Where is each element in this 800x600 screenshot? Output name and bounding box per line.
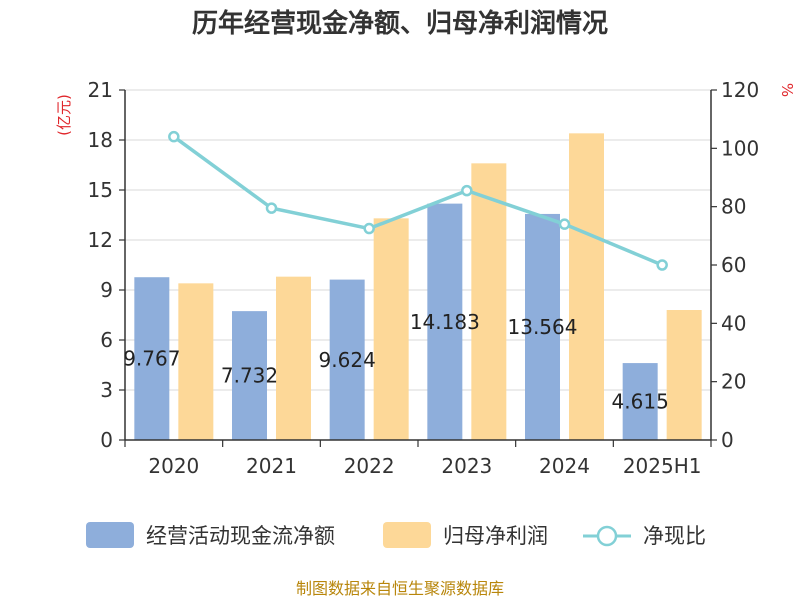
bar-data-label: 7.732 [221, 364, 278, 388]
bar-data-label: 13.564 [508, 315, 578, 339]
x-tick-label: 2022 [344, 454, 395, 478]
ratio-point [558, 218, 571, 230]
ratio-point [461, 184, 473, 197]
grid-lines [125, 89, 711, 391]
bar-net-profit [666, 310, 702, 440]
y-left-ticks: 0 3 6 9 12 15 18 21 [88, 78, 125, 452]
legend-label-net-profit: 归母净利润 [443, 524, 548, 548]
bar-net-profit [373, 218, 409, 440]
y-left-tick-label: 0 [100, 428, 113, 452]
bar-data-label: 9.624 [319, 348, 376, 372]
legend-marker-ratio [596, 525, 618, 547]
source-note: 制图数据来自恒生聚源数据库 [296, 579, 504, 598]
bar-cashflow [622, 363, 658, 440]
y-left-tick-label: 3 [100, 378, 113, 402]
bar-cashflow [427, 203, 463, 440]
bar-net-profit [471, 163, 507, 441]
y-right-tick-label: 60 [721, 253, 746, 277]
legend-swatch-cashflow [86, 522, 134, 548]
legend: 经营活动现金流净额 归母净利润 净现比 [86, 522, 706, 548]
bar-cashflow [232, 311, 267, 440]
y-left-tick-label: 15 [88, 178, 113, 202]
x-tick-label: 2020 [148, 454, 199, 478]
y-right-tick-label: 20 [721, 370, 746, 394]
y-left-tick-label: 18 [88, 128, 113, 152]
ratio-point [265, 202, 278, 214]
y-left-tick-label: 21 [88, 78, 113, 102]
bar-data-labels: 9.767 7.732 9.624 14.183 13.564 4.615 [123, 310, 669, 414]
y-right-tick-label: 0 [721, 428, 734, 452]
legend-label-ratio: 净现比 [643, 524, 706, 548]
bar-cashflow [525, 213, 560, 440]
legend-swatch-net-profit [383, 522, 431, 548]
y-left-tick-label: 6 [100, 328, 113, 352]
ratio-point [168, 130, 180, 143]
bar-data-label: 4.615 [612, 390, 669, 414]
y-right-tick-label: 100 [721, 136, 759, 160]
bar-cashflow [329, 279, 365, 440]
x-tick-label: 2025H1 [623, 454, 702, 478]
bar-cashflow [134, 277, 170, 440]
bar-data-label: 14.183 [410, 310, 480, 334]
y-left-tick-label: 9 [100, 278, 113, 302]
ratio-line-series [168, 130, 668, 271]
chart-title: 历年经营现金净额、归母净利润情况 [192, 8, 608, 39]
y-left-tick-label: 12 [88, 228, 113, 252]
bar-series [134, 133, 702, 441]
x-tick-label: 2023 [441, 454, 492, 478]
bar-net-profit [276, 276, 311, 440]
y-right-tick-label: 120 [721, 78, 759, 102]
ratio-point [656, 259, 668, 271]
y-right-tick-label: 40 [721, 311, 746, 335]
bar-net-profit [569, 133, 604, 441]
x-ticks: 2020 2021 2022 2023 2024 2025H1 [124, 440, 712, 478]
x-tick-label: 2021 [246, 454, 297, 478]
legend-label-cashflow: 经营活动现金流净额 [146, 524, 335, 548]
bar-net-profit [178, 283, 214, 440]
y-right-tick-label: 80 [721, 195, 746, 219]
y-right-unit: % [778, 83, 796, 97]
bar-data-label: 9.767 [123, 347, 180, 371]
y-left-unit: (亿元) [55, 94, 73, 136]
ratio-line [172, 135, 663, 267]
ratio-point [363, 222, 375, 235]
x-tick-label: 2024 [539, 454, 590, 478]
y-right-ticks: 0 20 40 60 80 100 120 [711, 78, 759, 452]
